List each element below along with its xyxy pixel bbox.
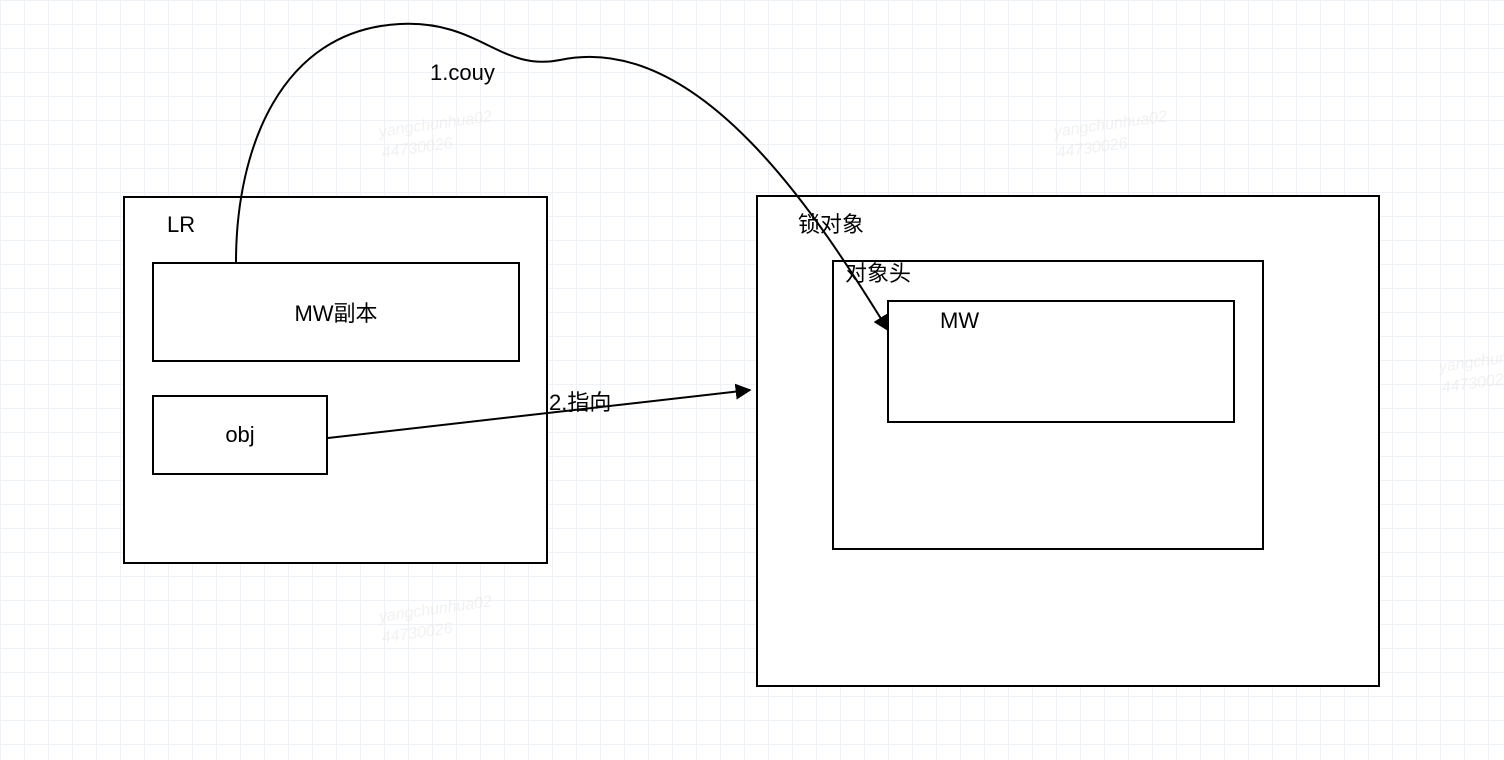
label-mw-copy: MW副本 — [154, 296, 518, 328]
label-edge-couy: 1.couy — [430, 60, 495, 86]
label-lr: LR — [167, 212, 195, 238]
label-obj: obj — [154, 422, 326, 448]
label-mw: MW — [940, 308, 979, 334]
node-mw-copy: MW副本 — [152, 262, 520, 362]
label-edge-point: 2.指向 — [549, 385, 611, 417]
node-obj: obj — [152, 395, 328, 475]
label-lock-obj: 锁对象 — [798, 207, 864, 239]
node-lr: LR — [123, 196, 548, 564]
label-obj-head: 对象头 — [845, 256, 911, 288]
